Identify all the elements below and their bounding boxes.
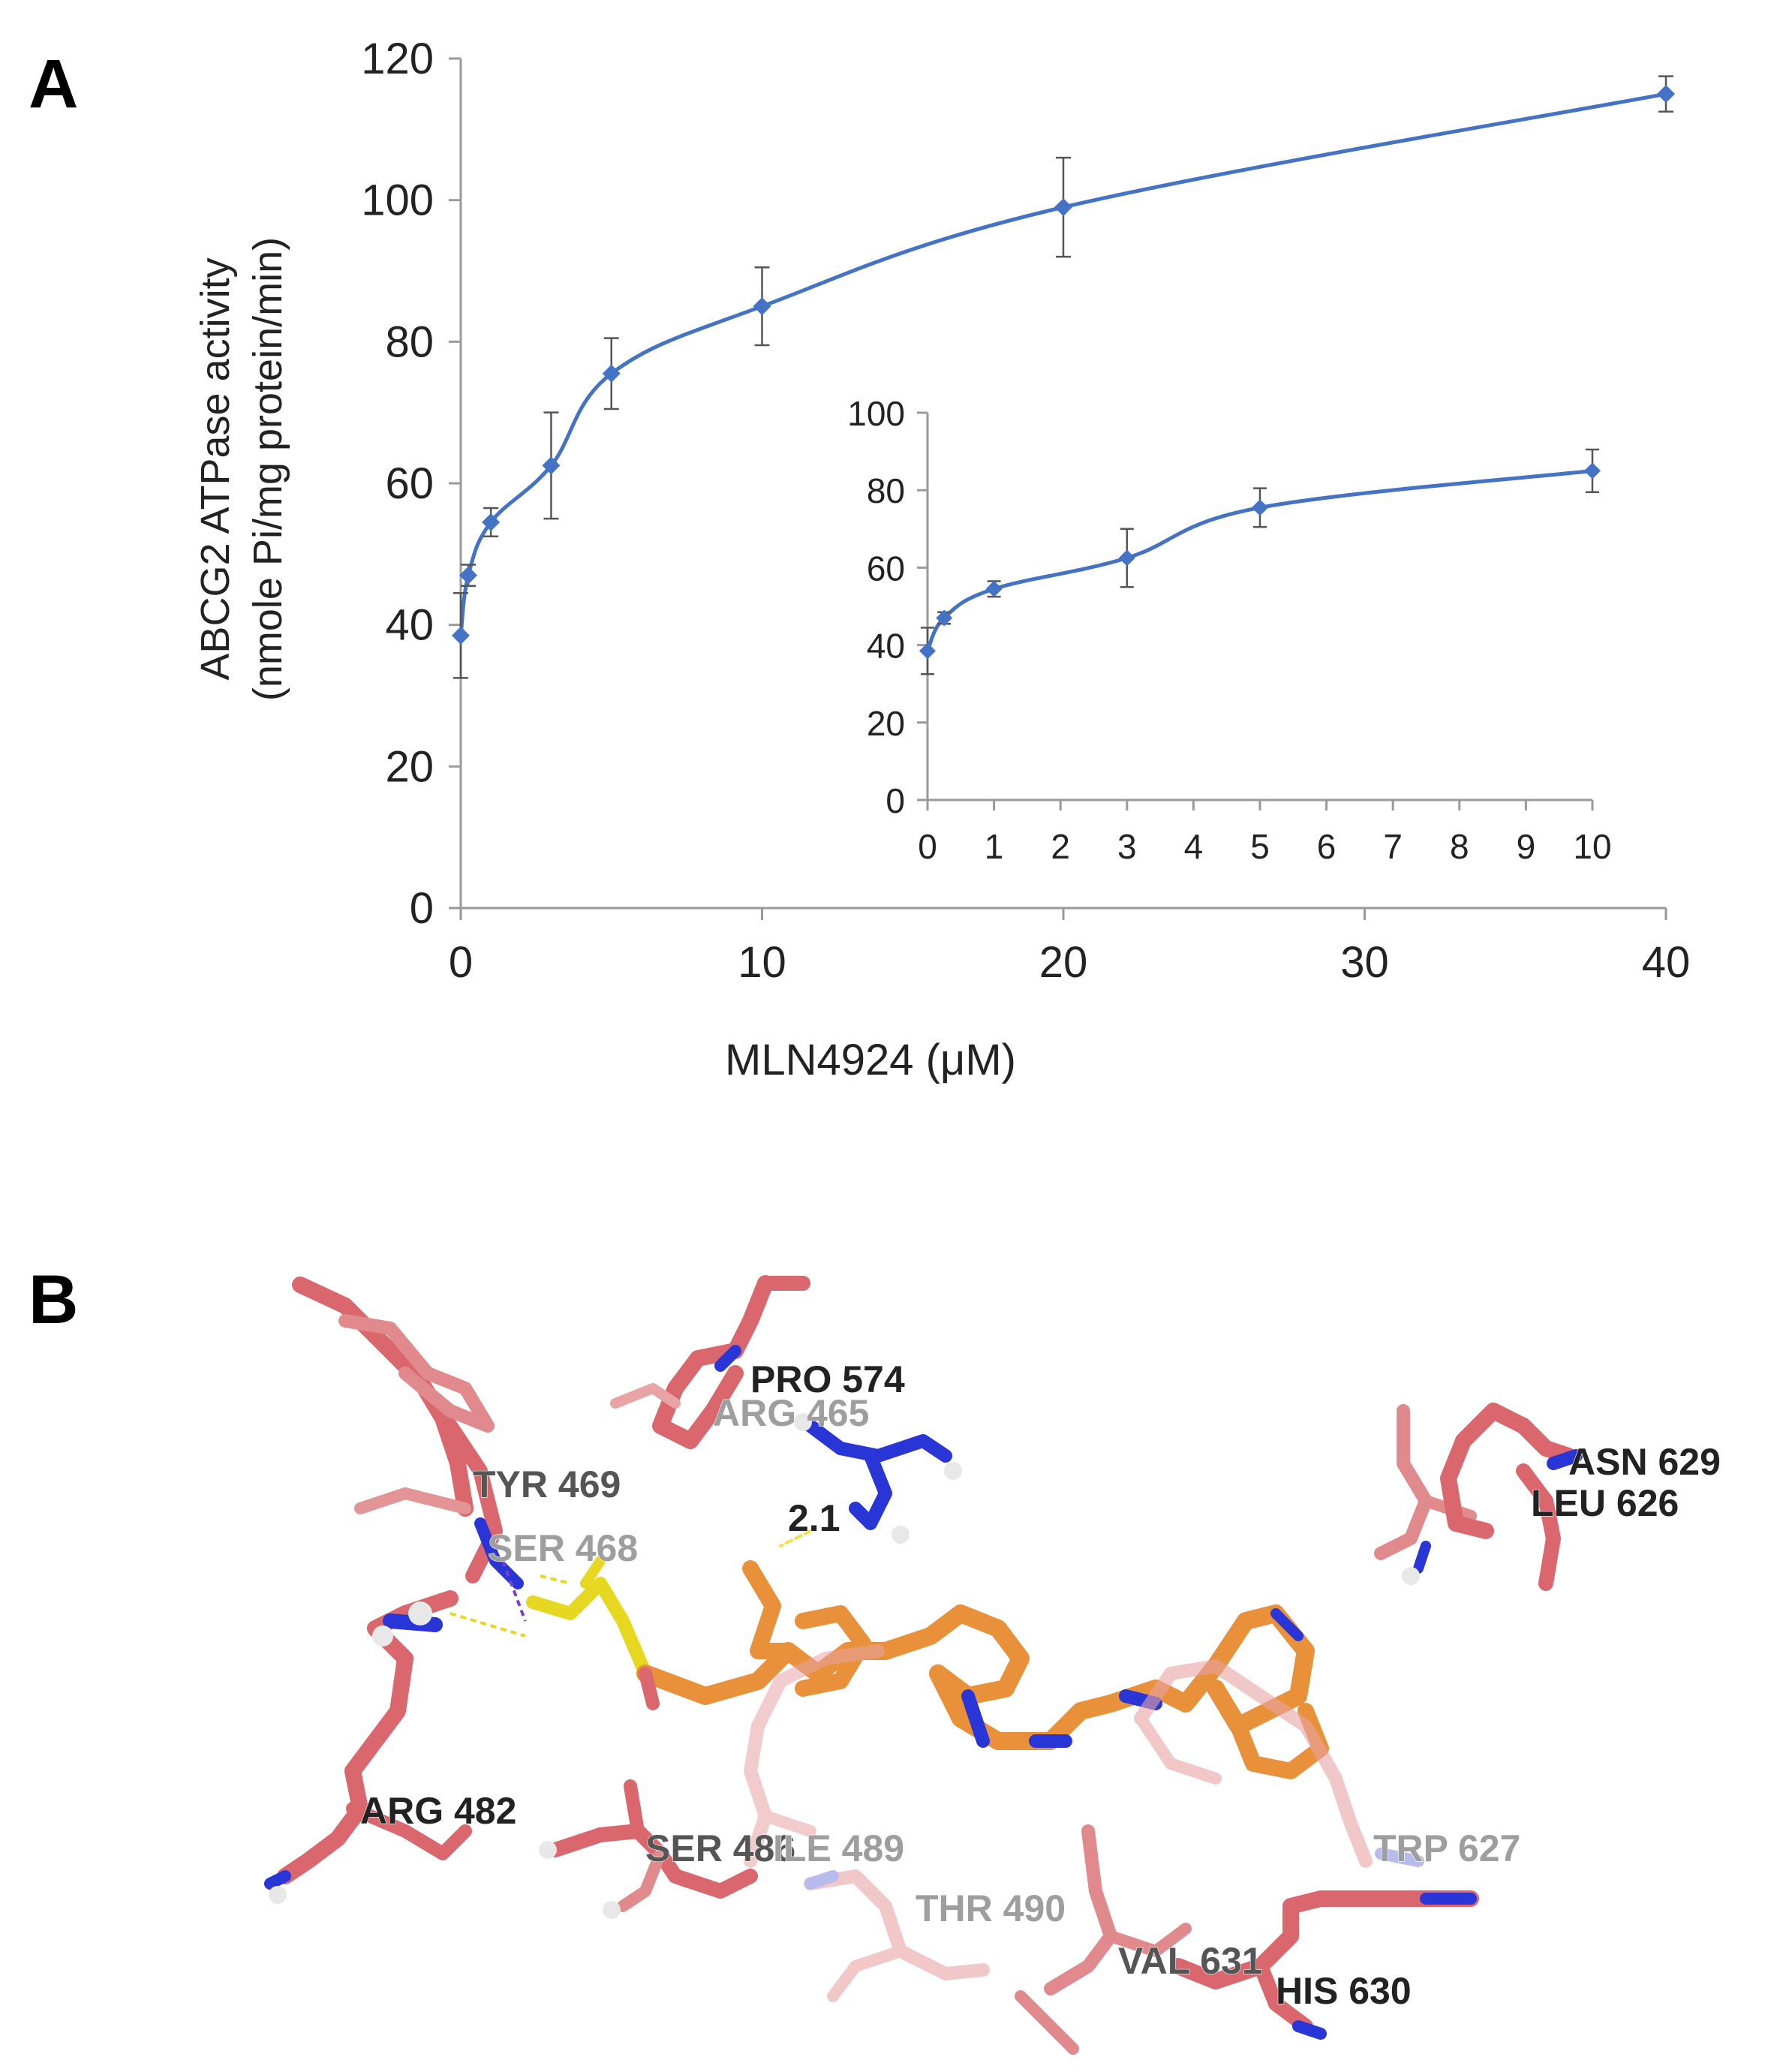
- residue-ser-486-sticks: [539, 1779, 758, 1919]
- x-tick-label: 0: [449, 938, 473, 987]
- panel-a-letter: A: [29, 46, 79, 122]
- residue-label: ASN 629: [1568, 1441, 1721, 1483]
- data-point: [1657, 85, 1675, 104]
- main-chart-marks: [452, 75, 1675, 679]
- residue-label: ARG 465: [713, 1392, 869, 1434]
- data-point: [1054, 198, 1072, 217]
- panel-a-chart: 0 20 40 60 80 100 120 0 10 20 30 40 0 20 40 60 80 100 0 1 2…: [193, 35, 1690, 1084]
- inset-chart-axes: 0 20 40 60 80 100 0 1 2 3 4 5 6 7 8 9 10: [847, 394, 1611, 866]
- inset-data-point: [936, 609, 953, 627]
- x-tick-label: 10: [738, 938, 786, 987]
- x-axis-title: MLN4924 (μM): [725, 1036, 1016, 1084]
- residue-pro-574-sticks: [610, 1275, 810, 1449]
- panel-b-letter: B: [29, 1262, 79, 1338]
- inset-y-tick-label: 40: [867, 627, 905, 666]
- hydrogen-bond-lines: [450, 1560, 571, 1637]
- y-axis-title-line-2: (nmole Pi/mg protein/min): [245, 237, 290, 701]
- y-tick-label: 20: [385, 742, 434, 791]
- inset-x-tick-label: 5: [1250, 827, 1270, 866]
- residue-label: ILE 489: [773, 1827, 904, 1869]
- inset-x-tick-label: 4: [1184, 827, 1204, 866]
- inset-x-tick-label: 0: [918, 827, 937, 866]
- residue-leu-626-asn-629-sticks: [1374, 1403, 1583, 1591]
- residue-label: LEU 626: [1531, 1482, 1679, 1524]
- ligand-mln4924: [526, 1556, 1329, 1779]
- residue-ile-489-sticks: [744, 1644, 885, 1868]
- y-tick-label: 120: [361, 35, 434, 83]
- inset-data-point: [985, 580, 1003, 597]
- inset-x-tick-label: 3: [1117, 827, 1137, 866]
- data-point: [452, 626, 470, 645]
- residue-thr-490-sticks: [804, 1869, 990, 2002]
- residue-label: SER 486: [645, 1827, 795, 1869]
- residue-val-631-his-630-sticks: [1015, 1824, 1479, 2055]
- residue-label: ARG 482: [360, 1790, 516, 1832]
- inset-data-point: [1584, 462, 1601, 480]
- y-tick-label: 80: [385, 317, 434, 366]
- inset-x-tick-label: 9: [1517, 827, 1536, 866]
- data-point: [482, 513, 501, 531]
- residue-label: PRO 574: [750, 1358, 905, 1400]
- residue-label: TRP 627: [1373, 1827, 1520, 1869]
- inset-data-point: [1252, 499, 1268, 516]
- residue-label: TYR 469: [473, 1463, 621, 1505]
- y-axis-title-line-1: ABCG2 ATPase activity: [193, 257, 238, 680]
- inset-chart-marks: [919, 448, 1601, 675]
- data-point: [459, 566, 478, 585]
- inset-y-tick-label: 60: [867, 549, 905, 588]
- inset-y-tick-label: 0: [885, 781, 905, 820]
- inset-y-tick-label: 20: [867, 704, 905, 743]
- inset-y-tick-label: 80: [867, 471, 905, 510]
- inset-x-tick-label: 8: [1450, 827, 1469, 866]
- inset-series-line: [925, 468, 1593, 652]
- inset-data-point: [919, 642, 936, 660]
- x-tick-label: 30: [1340, 938, 1389, 987]
- residue-label: HIS 630: [1276, 1970, 1412, 2012]
- inset-data-point: [1118, 549, 1135, 567]
- series-line: [459, 92, 1667, 636]
- data-point: [753, 297, 771, 316]
- data-point: [542, 456, 561, 475]
- inset-x-tick-label: 6: [1317, 827, 1336, 866]
- residue-label: SER 468: [488, 1527, 638, 1569]
- inset-y-tick-label: 100: [847, 394, 905, 433]
- y-tick-label: 100: [361, 176, 434, 225]
- inset-x-tick-label: 2: [1051, 827, 1070, 866]
- residue-tyr-469-sticks: [292, 1277, 524, 1589]
- inset-x-tick-label: 1: [985, 827, 1004, 866]
- y-tick-label: 40: [385, 601, 434, 650]
- inset-x-tick-label: 10: [1573, 827, 1611, 866]
- residue-arg-482-sticks: [264, 1590, 472, 1904]
- y-tick-label: 0: [410, 884, 434, 933]
- data-point: [602, 364, 621, 383]
- residue-arg-465-sticks: [779, 1413, 962, 1547]
- residue-label: VAL 631: [1118, 1940, 1263, 1982]
- residue-label: 2.1: [788, 1497, 840, 1539]
- residue-trp-627-sticks: [1134, 1659, 1424, 1868]
- x-tick-label: 40: [1642, 938, 1691, 987]
- x-tick-label: 20: [1039, 938, 1088, 987]
- inset-x-tick-label: 7: [1383, 827, 1403, 866]
- y-tick-label: 60: [385, 459, 434, 508]
- residue-label: THR 490: [916, 1887, 1066, 1929]
